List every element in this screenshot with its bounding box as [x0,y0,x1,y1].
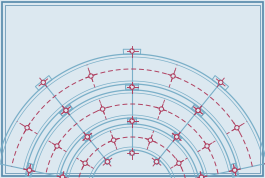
Circle shape [112,138,116,142]
Circle shape [130,119,134,123]
Circle shape [130,119,134,123]
Circle shape [148,138,153,142]
Circle shape [60,175,65,178]
Circle shape [25,125,29,130]
Circle shape [41,80,46,85]
Circle shape [205,144,209,148]
Circle shape [27,168,32,172]
Circle shape [174,135,179,139]
Circle shape [154,159,159,164]
Circle shape [130,85,134,89]
Circle shape [64,108,68,113]
Circle shape [55,144,59,148]
Circle shape [235,125,239,130]
Circle shape [105,159,110,164]
Circle shape [130,151,134,155]
Circle shape [89,74,93,78]
Circle shape [27,168,32,172]
Circle shape [130,49,134,53]
Circle shape [159,107,164,111]
Circle shape [85,135,90,139]
Circle shape [171,74,175,78]
Circle shape [196,108,200,113]
Circle shape [100,107,105,111]
Circle shape [130,85,134,89]
Circle shape [64,108,68,113]
Circle shape [232,168,237,172]
Circle shape [232,168,237,172]
Circle shape [83,161,87,166]
Circle shape [174,135,179,139]
Circle shape [219,80,223,85]
Circle shape [199,175,204,178]
Circle shape [196,108,200,113]
Circle shape [85,135,90,139]
Circle shape [177,161,181,166]
Circle shape [60,175,65,178]
Circle shape [199,175,204,178]
